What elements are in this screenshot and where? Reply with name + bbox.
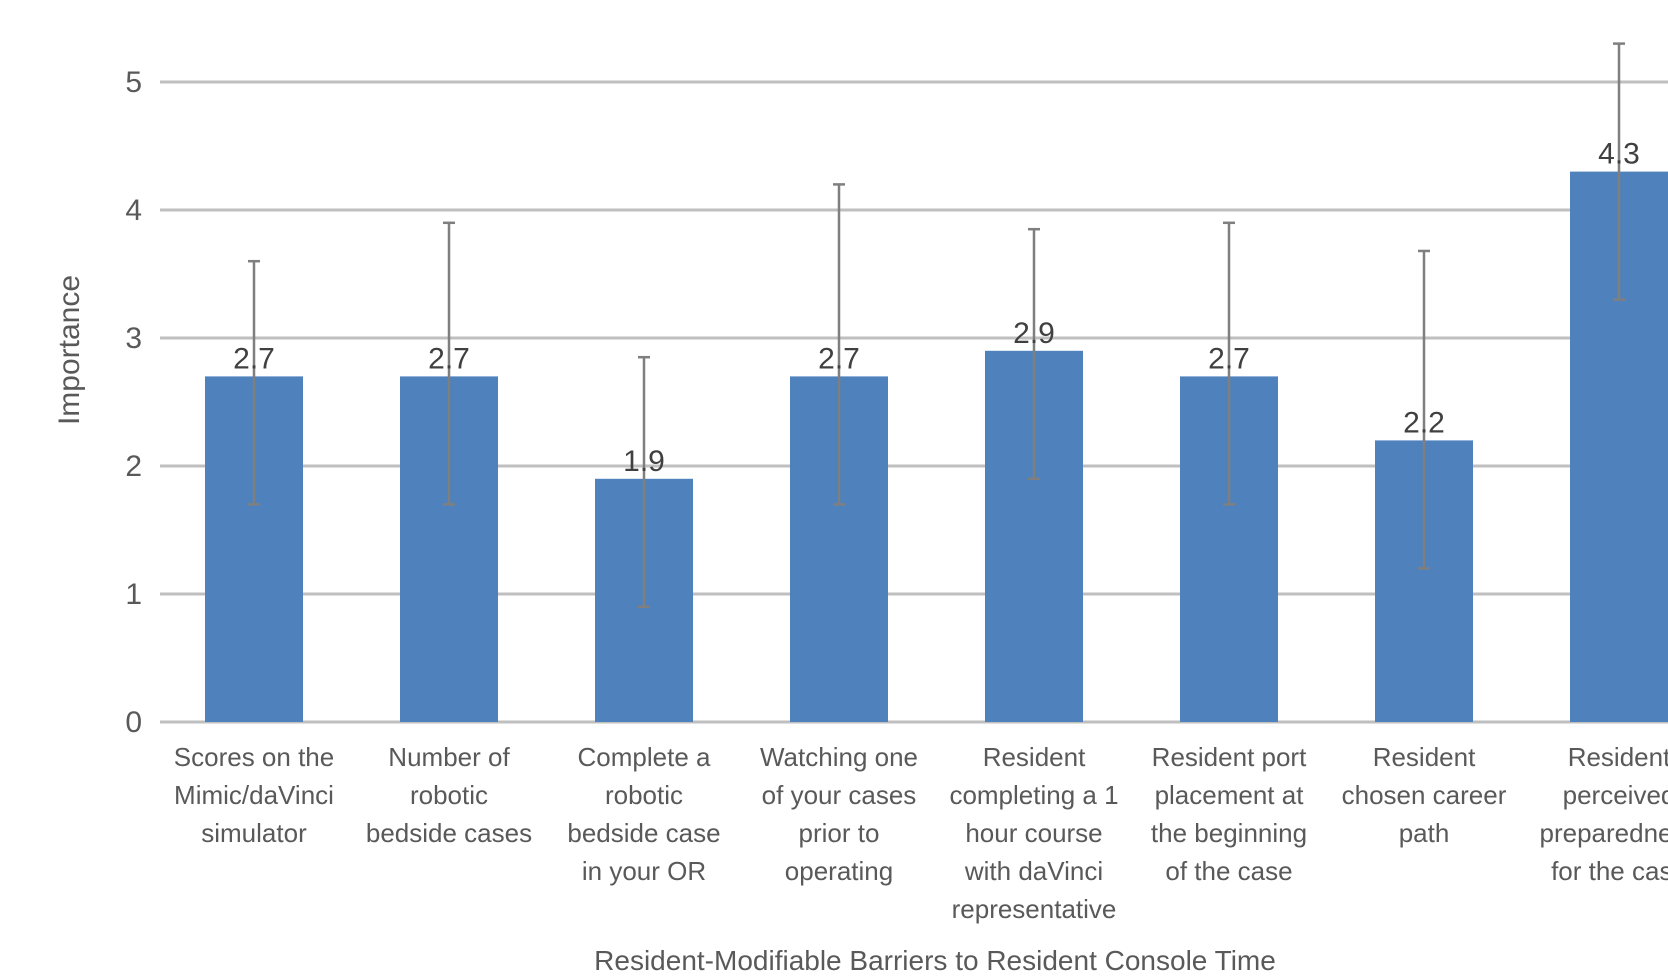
error-bar-7	[1418, 249, 1430, 570]
x-tick-label-line: Resident	[1373, 742, 1476, 772]
x-tick-label-2: Number of robotic bedside cases	[366, 742, 532, 848]
x-tick-label-line: prior to	[799, 818, 880, 848]
x-tick-label-line: preparedness	[1540, 818, 1668, 848]
data-label-5: 2.9	[1013, 317, 1055, 350]
x-tick-label-3: Complete a robotic bedside case in your OR	[567, 742, 720, 886]
x-tick-label-line: representative	[952, 894, 1117, 924]
data-label-4: 2.7	[818, 342, 860, 375]
x-tick-label-line: Number of	[388, 742, 510, 772]
data-label-3: 1.9	[623, 445, 665, 478]
y-axis-ticks: 0 1 2 3 4 5	[125, 66, 142, 739]
x-tick-label-line: chosen career	[1342, 780, 1507, 810]
error-bar-1	[248, 259, 260, 506]
y-tick-label: 2	[125, 450, 142, 483]
error-bars	[248, 42, 1625, 609]
data-label-8: 4.3	[1598, 138, 1640, 171]
x-tick-label-line: path	[1399, 818, 1450, 848]
x-tick-label-line: perceived	[1563, 780, 1668, 810]
x-tick-label-6: Resident port placement at the beginning of…	[1151, 742, 1307, 886]
y-tick-label: 3	[125, 322, 142, 355]
x-tick-label-line: the beginning	[1151, 818, 1307, 848]
x-axis-category-labels: Scores on the Mimic/daVinci simulator Numbe…	[174, 742, 1668, 924]
x-tick-label-line: Resident port	[1152, 742, 1307, 772]
x-tick-label-line: Resident	[983, 742, 1086, 772]
error-bar-2	[443, 221, 455, 506]
error-bar-5	[1028, 227, 1040, 481]
x-tick-label-line: for the case	[1551, 856, 1668, 886]
bars	[205, 171, 1668, 723]
x-tick-label-7: Resident chosen career path	[1342, 742, 1507, 848]
data-label-1: 2.7	[233, 342, 275, 375]
x-tick-label-line: in your OR	[582, 856, 706, 886]
x-tick-label-line: simulator	[201, 818, 307, 848]
y-tick-label: 4	[125, 194, 142, 227]
error-bar-4	[833, 183, 845, 506]
data-label-7: 2.2	[1403, 406, 1445, 439]
error-bar-6	[1223, 221, 1235, 506]
y-axis-title: Importance	[53, 275, 86, 425]
x-tick-label-8: Resident perceived preparedness for the cas…	[1540, 742, 1668, 886]
error-bar-8	[1613, 42, 1625, 301]
x-tick-label-line: with daVinci	[964, 856, 1103, 886]
x-tick-label-line: completing a 1	[949, 780, 1118, 810]
x-tick-label-1: Scores on the Mimic/daVinci simulator	[174, 742, 334, 848]
y-tick-label: 5	[125, 66, 142, 99]
x-tick-label-line: bedside case	[567, 818, 720, 848]
x-tick-label-line: robotic	[605, 780, 683, 810]
y-tick-label: 1	[125, 578, 142, 611]
x-tick-label-line: of the case	[1165, 856, 1292, 886]
x-tick-label-line: Mimic/daVinci	[174, 780, 334, 810]
x-tick-label-line: hour course	[965, 818, 1102, 848]
x-tick-label-line: robotic	[410, 780, 488, 810]
data-labels: 2.7 2.7 1.9 2.7 2.9 2.7 2.2 4.3	[233, 138, 1640, 478]
x-tick-label-line: of your cases	[762, 780, 917, 810]
x-axis-title: Resident-Modifiable Barriers to Resident…	[594, 945, 1276, 976]
x-tick-label-line: bedside cases	[366, 818, 532, 848]
x-tick-label-line: Watching one	[760, 742, 918, 772]
x-tick-label-5: Resident completing a 1 hour course with da…	[949, 742, 1118, 924]
data-label-2: 2.7	[428, 342, 470, 375]
x-tick-label-line: Scores on the	[174, 742, 334, 772]
x-tick-label-line: operating	[785, 856, 893, 886]
x-tick-label-line: Complete a	[578, 742, 711, 772]
y-tick-label: 0	[125, 706, 142, 739]
x-tick-label-line: Resident	[1568, 742, 1668, 772]
error-bar-3	[638, 355, 650, 609]
x-tick-label-4: Watching one of your cases prior to operati…	[760, 742, 918, 886]
x-tick-label-line: placement at	[1155, 780, 1305, 810]
data-label-6: 2.7	[1208, 342, 1250, 375]
